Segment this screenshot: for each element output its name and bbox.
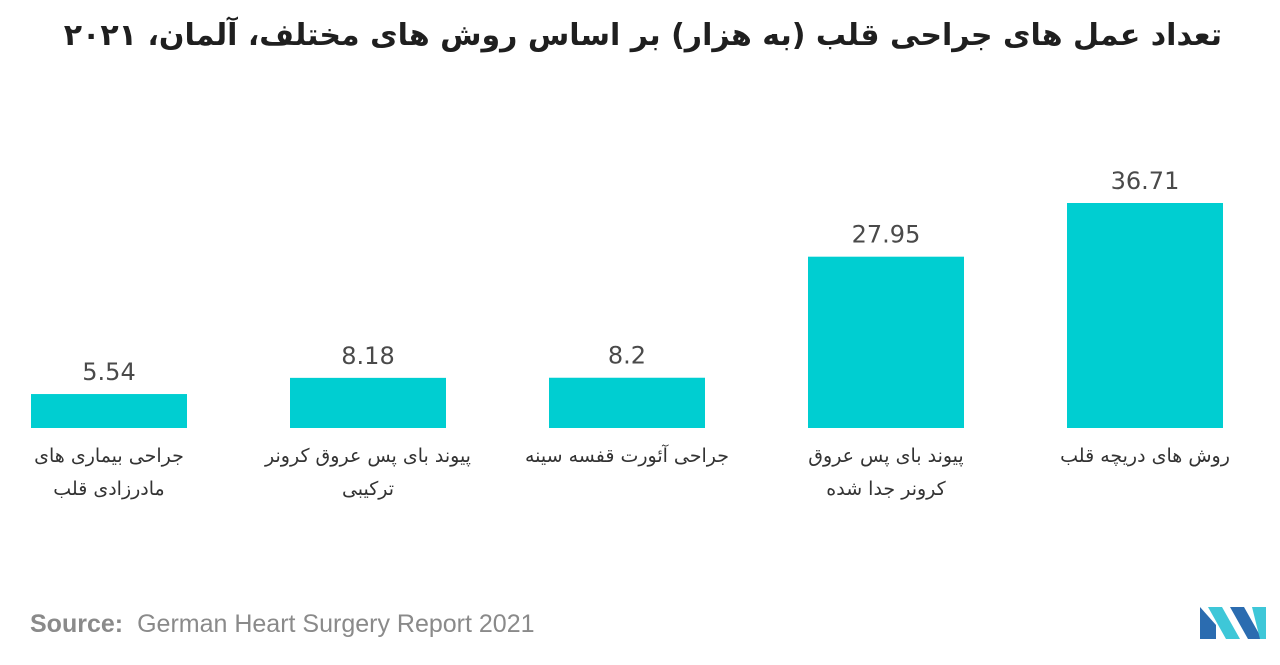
- mordor-logo-icon: [1200, 607, 1266, 639]
- source-note: Source: German Heart Surgery Report 2021: [30, 610, 535, 639]
- category-label-4-line-1: پیوند بای پس عروق: [808, 445, 963, 467]
- source-label: Source:: [30, 610, 124, 638]
- source-text: German Heart Surgery Report 2021: [137, 610, 535, 638]
- value-label-3: 8.2: [608, 342, 646, 370]
- category-label-1-line-1: جراحی بیماری های: [34, 445, 184, 467]
- bar-2: [290, 377, 446, 428]
- bar-4: [808, 256, 964, 428]
- chart-title: تعداد عمل های جراحی قلب (به هزار) بر اسا…: [63, 18, 1222, 53]
- bar-1: [31, 394, 187, 428]
- bar-5: [1067, 203, 1223, 428]
- bar-chart: 5.54 جراحی بیماری های مادرزادی قلب 8.18 پیون…: [31, 167, 1230, 500]
- category-label-5-line-1: روش های دریچه قلب: [1060, 445, 1230, 467]
- category-label-4-line-2: کرونر جدا شده: [826, 478, 946, 500]
- category-label-2-line-2: ترکیبی: [342, 478, 394, 500]
- value-label-2: 8.18: [341, 342, 394, 370]
- value-label-1: 5.54: [82, 358, 135, 386]
- category-label-1-line-2: مادرزادی قلب: [53, 478, 164, 500]
- bar-3: [549, 377, 705, 428]
- value-label-5: 36.71: [1111, 167, 1180, 195]
- value-label-4: 27.95: [852, 221, 921, 249]
- category-label-2-line-1: پیوند بای پس عروق کرونر: [264, 445, 471, 467]
- category-label-3-line-1: جراحی آئورت قفسه سینه: [525, 443, 729, 467]
